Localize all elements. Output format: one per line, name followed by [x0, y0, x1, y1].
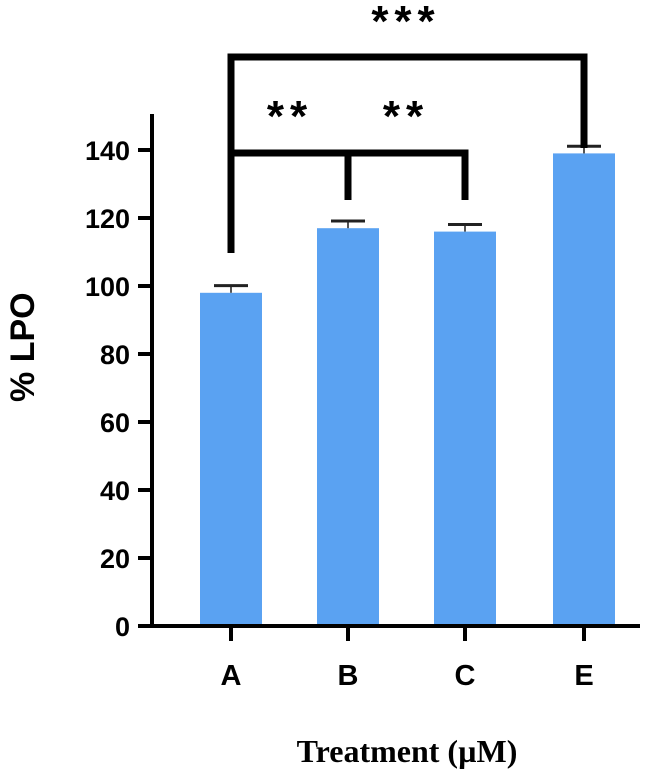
error-bar-a: [214, 284, 248, 293]
y-tick-label-120: 120: [85, 204, 130, 234]
bars-group: [200, 153, 615, 626]
error-bar-c: [448, 222, 482, 232]
x-tick-label-b: B: [338, 660, 359, 692]
x-axis-title: Treatment (µM): [297, 733, 518, 769]
y-tick-label-40: 40: [100, 476, 130, 506]
error-bar-b: [331, 219, 365, 229]
sig-label-a-b: **: [267, 92, 313, 141]
y-axis-title: % LPO: [4, 292, 42, 402]
sig-label-a-e: ***: [371, 0, 440, 46]
y-tick-label-60: 60: [100, 408, 130, 438]
y-tick-label-100: 100: [85, 272, 130, 302]
y-tick-label-140: 140: [85, 136, 130, 166]
bar-e: [553, 153, 615, 626]
significance-brackets: ***** **: [227, 0, 588, 253]
y-tick-label-20: 20: [100, 544, 130, 574]
bar-c: [434, 231, 496, 626]
x-tick-label-c: C: [455, 660, 476, 692]
axes-group: 0 20 40 60 80 100 120 140 A B C E: [85, 114, 640, 692]
bar-b: [317, 228, 379, 626]
sig-label-b-c: **: [383, 92, 429, 141]
y-tick-label-0: 0: [115, 612, 130, 642]
y-tick-label-80: 80: [100, 340, 130, 370]
x-tick-label-e: E: [574, 660, 593, 692]
bar-a: [200, 292, 262, 626]
error-bars-group: [214, 144, 601, 293]
x-tick-label-a: A: [221, 660, 242, 692]
sig-bracket-b-c: **: [344, 92, 469, 200]
